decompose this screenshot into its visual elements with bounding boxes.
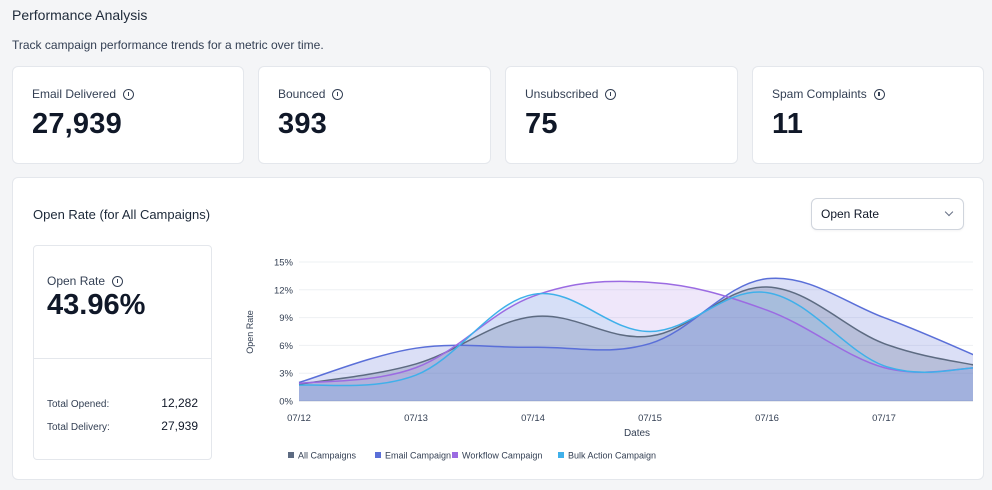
panel-title: Open Rate (for All Campaigns): [33, 207, 211, 222]
legend-swatch: [452, 452, 458, 458]
page-title: Performance Analysis: [12, 7, 148, 23]
area-all-campaigns: [299, 287, 973, 401]
y-tick-label: 9%: [279, 313, 293, 324]
stat-value: 27,939: [32, 108, 122, 140]
x-tick-label: 07/16: [755, 413, 779, 424]
y-tick-label: 6%: [279, 341, 293, 352]
y-axis-ticks: 0% 3% 6% 9% 12% 15%: [274, 258, 294, 408]
legend-item[interactable]: Email Campaign: [375, 451, 451, 461]
divider: [34, 358, 211, 359]
x-axis-ticks: 07/12 07/13 07/14 07/15 07/16 07/17: [287, 413, 896, 424]
stat-value: 11: [772, 108, 804, 140]
stat-card-email-delivered: Email Delivered 27,939: [12, 66, 244, 164]
y-tick-label: 12%: [274, 285, 294, 296]
info-icon[interactable]: [605, 88, 617, 100]
summary-value: 43.96%: [47, 289, 146, 321]
x-tick-label: 07/13: [404, 413, 428, 424]
total-opened-value: 12,282: [161, 396, 198, 410]
stat-value: 393: [278, 108, 327, 140]
legend-label: All Campaigns: [298, 451, 357, 461]
info-icon[interactable]: [123, 88, 135, 100]
area-workflow-campaign: [299, 281, 973, 401]
y-tick-label: 3%: [279, 369, 293, 380]
info-icon[interactable]: [112, 275, 124, 287]
stat-card-bounced: Bounced 393: [258, 66, 491, 164]
legend-item[interactable]: All Campaigns: [288, 451, 357, 461]
y-axis-label: Open Rate: [245, 310, 255, 354]
stat-card-unsubscribed: Unsubscribed 75: [505, 66, 738, 164]
open-rate-chart: 0% 3% 6% 9% 12% 15% 07/12 07/13 07/14 07/15 07/16…: [245, 258, 973, 461]
stat-label: Spam Complaints: [772, 87, 867, 101]
legend-item[interactable]: Workflow Campaign: [452, 451, 542, 461]
chart-lines: [298, 277, 973, 387]
x-tick-label: 07/14: [521, 413, 545, 424]
legend-swatch: [558, 452, 564, 458]
legend-label: Workflow Campaign: [462, 451, 542, 461]
stat-label: Bounced: [278, 87, 326, 101]
stat-card-spam-complaints: Spam Complaints 11: [752, 66, 984, 164]
stat-value: 75: [525, 108, 558, 140]
legend-swatch: [288, 452, 294, 458]
total-delivery-label: Total Delivery:: [47, 422, 110, 433]
x-tick-label: 07/15: [638, 413, 662, 424]
legend-label: Bulk Action Campaign: [568, 451, 656, 461]
total-delivery-row: Total Delivery: 27,939: [47, 419, 198, 433]
chart-areas: [299, 278, 973, 401]
total-delivery-value: 27,939: [161, 419, 198, 433]
y-tick-label: 15%: [274, 258, 294, 269]
info-icon[interactable]: [873, 88, 885, 100]
metric-select-value: Open Rate: [821, 207, 880, 221]
open-rate-panel: Open Rate (for All Campaigns) Open Rate …: [12, 177, 984, 480]
metric-select[interactable]: Open Rate: [811, 198, 964, 230]
total-opened-label: Total Opened:: [47, 399, 110, 410]
x-axis-label: Dates: [624, 428, 650, 439]
line-email-campaign[interactable]: [298, 277, 973, 384]
x-tick-label: 07/17: [872, 413, 896, 424]
legend-label: Email Campaign: [385, 451, 451, 461]
line-all-campaigns[interactable]: [298, 286, 973, 386]
legend-swatch: [375, 452, 381, 458]
stat-label: Unsubscribed: [525, 87, 599, 101]
legend-item[interactable]: Bulk Action Campaign: [558, 451, 656, 461]
info-icon[interactable]: [332, 88, 344, 100]
summary-label: Open Rate: [47, 274, 106, 288]
y-tick-label: 0%: [279, 397, 293, 408]
x-tick-label: 07/12: [287, 413, 311, 424]
chart-legend: All Campaigns Email Campaign Workflow Camp…: [288, 451, 656, 461]
line-bulk-action-campaign[interactable]: [298, 291, 973, 387]
page-subtitle: Track campaign performance trends for a …: [12, 38, 324, 52]
line-workflow-campaign[interactable]: [298, 280, 973, 385]
chart-grid: [299, 261, 973, 402]
open-rate-summary-card: Open Rate 43.96% Total Opened: 12,282 To…: [33, 245, 212, 460]
stat-label: Email Delivered: [32, 87, 117, 101]
total-opened-row: Total Opened: 12,282: [47, 396, 198, 410]
